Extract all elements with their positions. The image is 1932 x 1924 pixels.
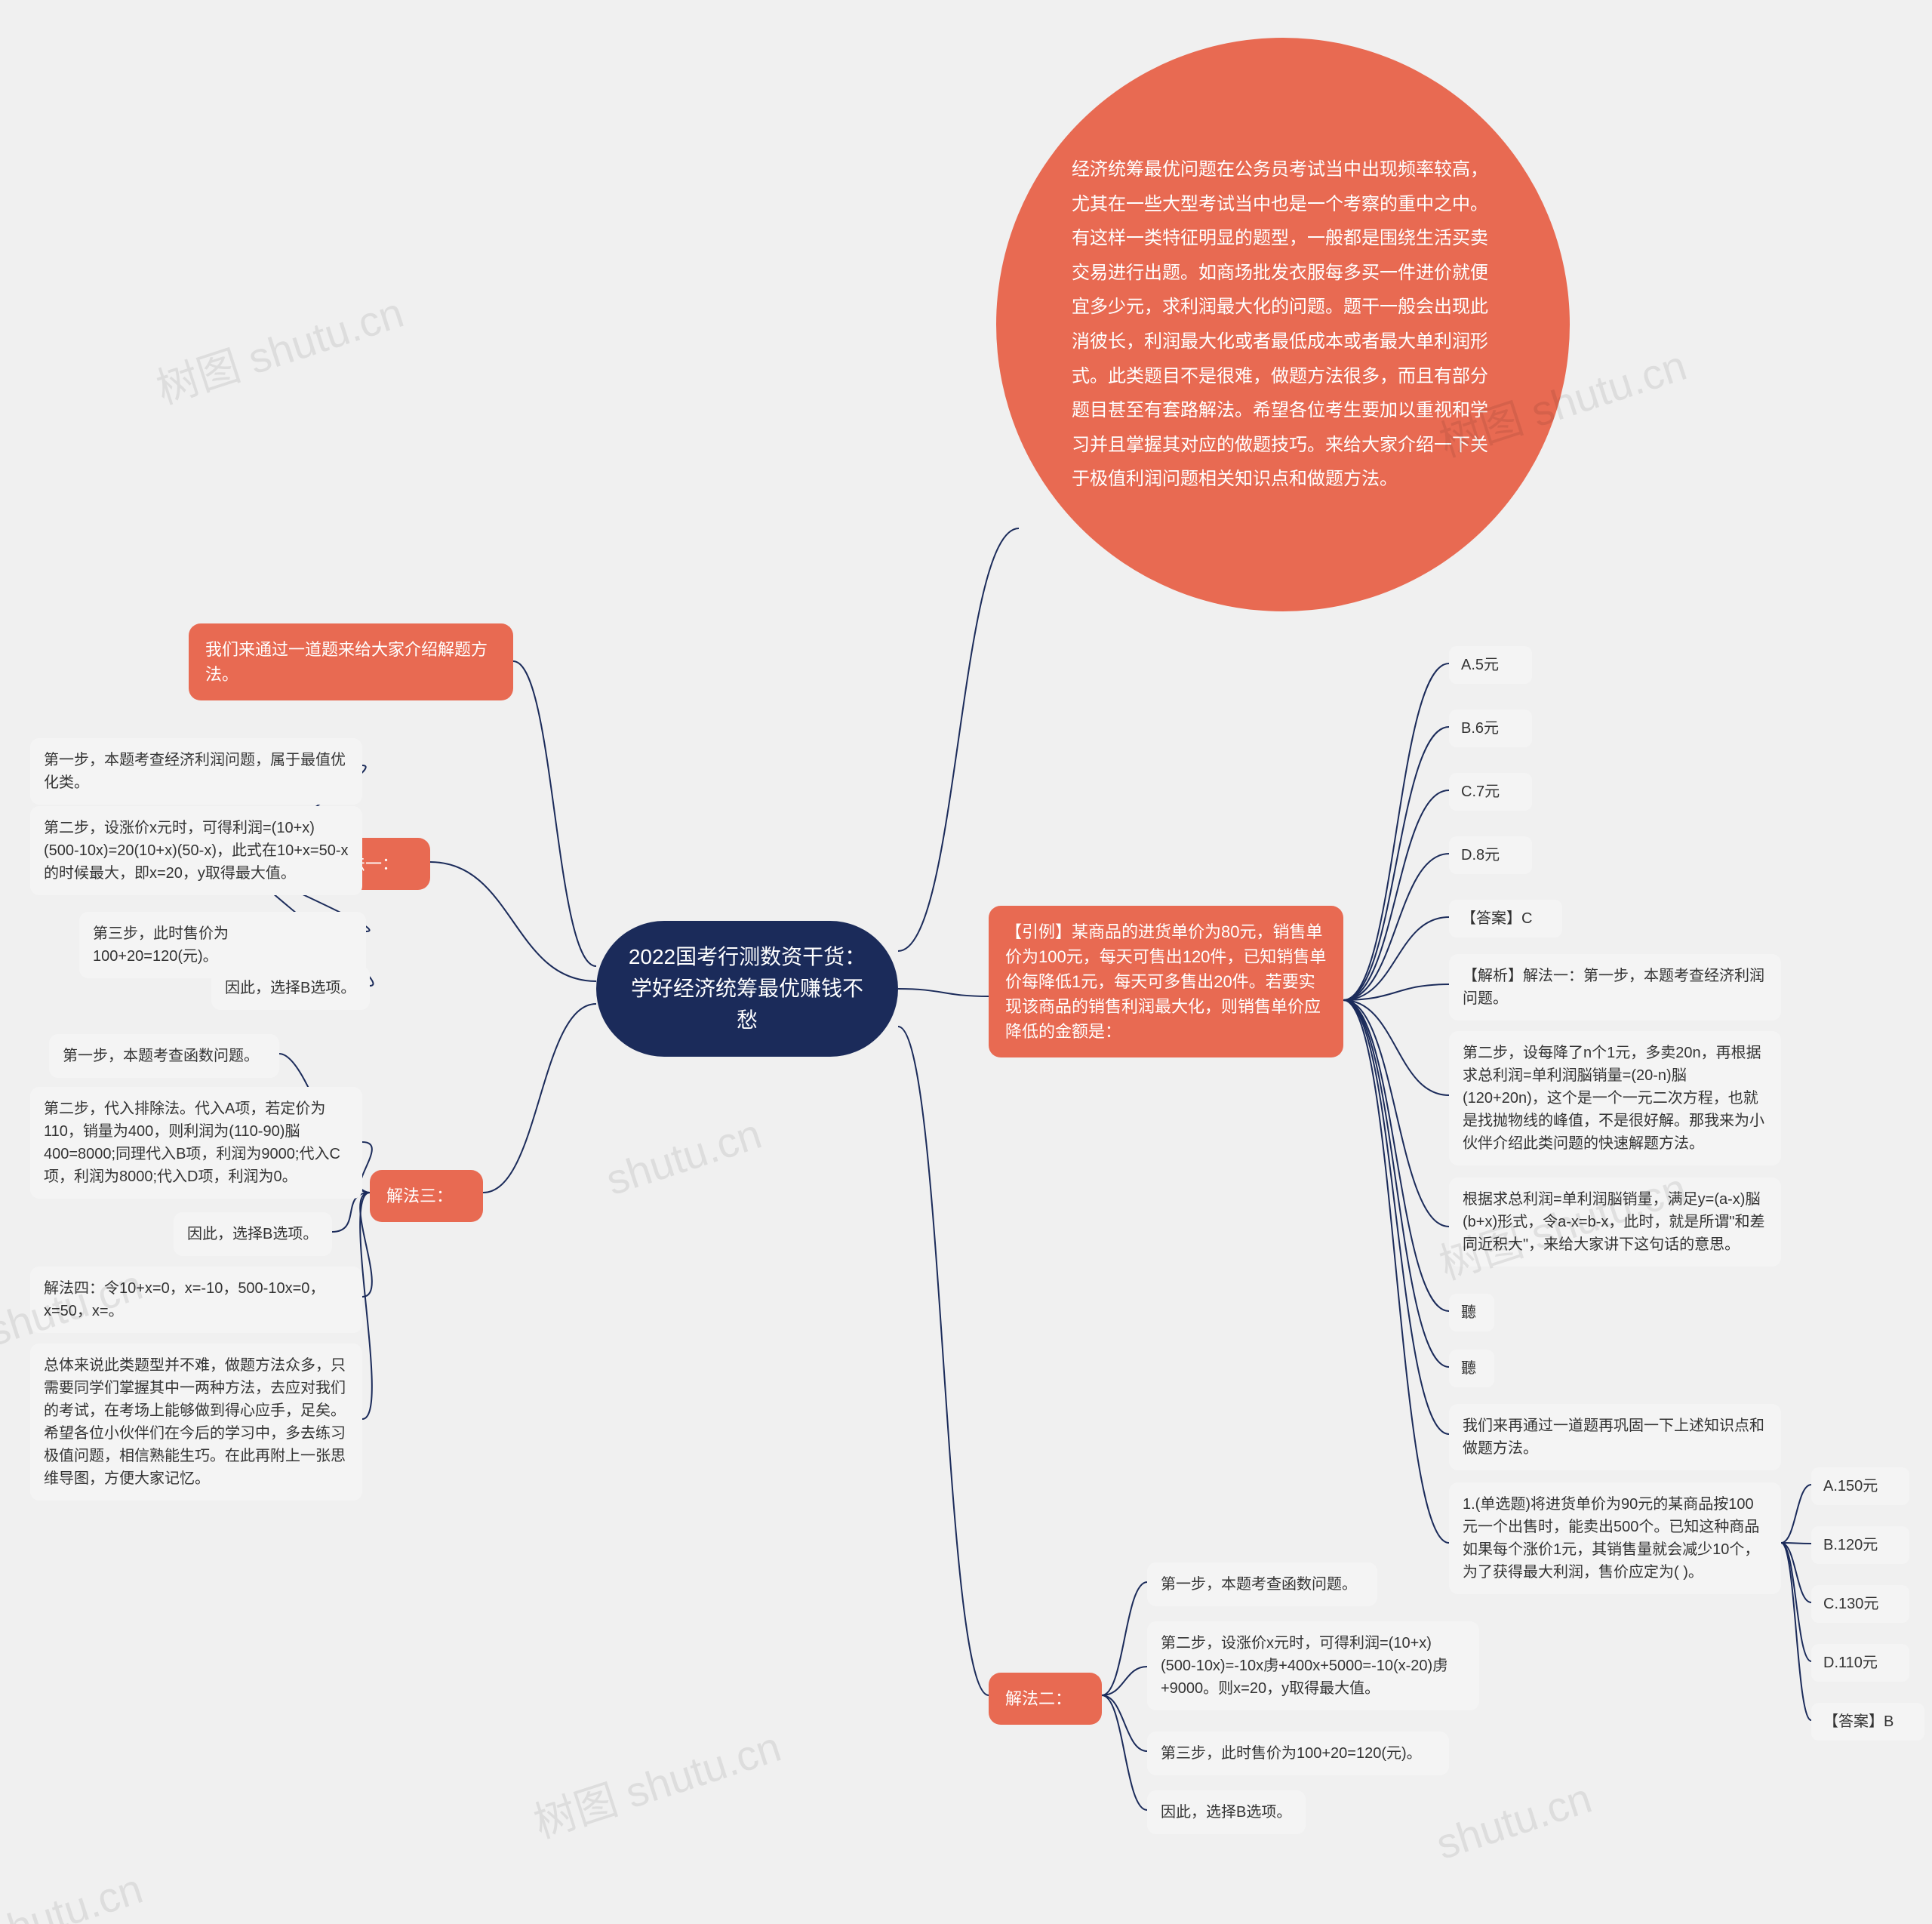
edge [1343,984,1449,1000]
edge [1343,1000,1449,1543]
mindmap-node-sol3_d[interactable]: 解法四：令10+x=0，x=-10，500-10x=0，x=50，x=。 [30,1267,362,1333]
mindmap-node-ex_e2[interactable]: 第二步，设每降了n个1元，多卖20n，再根据求总利润=单利润脳销量=(20-n)… [1449,1031,1781,1165]
edge [1343,854,1449,1000]
mindmap-node-sol1_a[interactable]: 第一步，本题考查经济利润问题，属于最值优化类。 [30,738,362,805]
mindmap-node-ex_e4[interactable]: 聽 [1449,1294,1494,1331]
edge [1343,663,1449,1000]
edge [1343,727,1449,1000]
mindmap-node-sol3_a[interactable]: 第一步，本题考查函数问题。 [49,1034,279,1078]
edge [898,1027,989,1695]
edge [513,661,596,966]
mindmap-node-ex_d[interactable]: D.8元 [1449,836,1532,874]
mindmap-node-ex_e1[interactable]: 【解析】解法一：第一步，本题考查经济利润问题。 [1449,954,1781,1020]
edge [1343,1000,1449,1227]
mindmap-node-ex_q2[interactable]: 1.(单选题)将进货单价为90元的某商品按100元一个出售时，能卖出500个。已… [1449,1482,1781,1594]
edge [1781,1543,1811,1544]
mindmap-node-sol2_c[interactable]: 第三步，此时售价为100+20=120(元)。 [1147,1732,1449,1775]
watermark: shutu.cn [0,1864,149,1924]
edge [1102,1667,1147,1695]
mindmap-node-q2_d[interactable]: D.110元 [1811,1644,1909,1682]
edge [1102,1695,1147,1810]
mindmap-node-ex_e6[interactable]: 我们来再通过一道题再巩固一下上述知识点和做题方法。 [1449,1404,1781,1470]
mindmap-node-sol2_a[interactable]: 第一步，本题考查函数问题。 [1147,1562,1377,1606]
watermark: 树图 shutu.cn [148,279,411,417]
watermark: shutu.cn [600,1109,767,1205]
mindmap-node-ex_a[interactable]: A.5元 [1449,646,1532,684]
mindmap-node-ex_c[interactable]: C.7元 [1449,773,1532,811]
mindmap-node-ex_ans[interactable]: 【答案】C [1449,900,1562,937]
mindmap-node-sol2_d[interactable]: 因此，选择B选项。 [1147,1790,1306,1834]
mindmap-node-q2_c[interactable]: C.130元 [1811,1585,1909,1623]
mindmap-node-ex_e5[interactable]: 聽 [1449,1350,1494,1387]
mindmap-node-intro[interactable]: 我们来通过一道题来给大家介绍解题方法。 [189,623,513,700]
mindmap-node-sol3_c[interactable]: 因此，选择B选项。 [174,1212,332,1256]
edge [1102,1582,1147,1695]
edge [898,528,1019,951]
edge [1343,917,1449,1000]
watermark: shutu.cn [1430,1773,1597,1869]
edge [483,1004,596,1193]
edge [1343,790,1449,1000]
mindmap-node-q2_b[interactable]: B.120元 [1811,1526,1909,1564]
edge [1343,1000,1449,1311]
edge [1781,1543,1811,1661]
mindmap-root[interactable]: 2022国考行测数资干货：学好经济统筹最优赚钱不愁 [596,921,898,1057]
mindmap-node-sol1_d[interactable]: 因此，选择B选项。 [211,966,370,1010]
mindmap-node-sol2[interactable]: 解法二： [989,1673,1102,1725]
edge [898,989,989,996]
mindmap-node-sol3_b[interactable]: 第二步，代入排除法。代入A项，若定价为110，销量为400，则利润为(110-9… [30,1087,362,1199]
mindmap-node-sol3[interactable]: 解法三： [370,1170,483,1222]
edge [1781,1485,1811,1543]
edge [1343,1000,1449,1434]
edge [430,862,596,981]
mindmap-node-sol3_e[interactable]: 总体来说此类题型并不难，做题方法众多，只需要同学们掌握其中一两种方法，去应对我们… [30,1344,362,1501]
edge [1781,1543,1811,1602]
edge [1781,1543,1811,1720]
mindmap-node-sol2_b[interactable]: 第二步，设涨价x元时，可得利润=(10+x)(500-10x)=-10x虏+40… [1147,1621,1479,1710]
edge [1343,1000,1449,1367]
mindmap-node-ex_e3[interactable]: 根据求总利润=单利润脳销量，满足y=(a-x)脳(b+x)形式，令a-x=b-x… [1449,1177,1781,1267]
watermark: 树图 shutu.cn [525,1713,788,1851]
mindmap-node-q2_ans[interactable]: 【答案】B [1811,1703,1924,1741]
mindmap-node-sol1_b[interactable]: 第二步，设涨价x元时，可得利润=(10+x)(500-10x)=20(10+x)… [30,806,362,895]
edge [1102,1695,1147,1751]
mindmap-node-bigblob[interactable]: 经济统筹最优问题在公务员考试当中出现频率较高，尤其在一些大型考试当中也是一个考察… [996,38,1570,611]
mindmap-node-example[interactable]: 【引例】某商品的进货单价为80元，销售单价为100元，每天可售出120件，已知销… [989,906,1343,1057]
edge [1343,1000,1449,1095]
mindmap-node-q2_a[interactable]: A.150元 [1811,1467,1909,1505]
mindmap-node-ex_b[interactable]: B.6元 [1449,710,1532,747]
